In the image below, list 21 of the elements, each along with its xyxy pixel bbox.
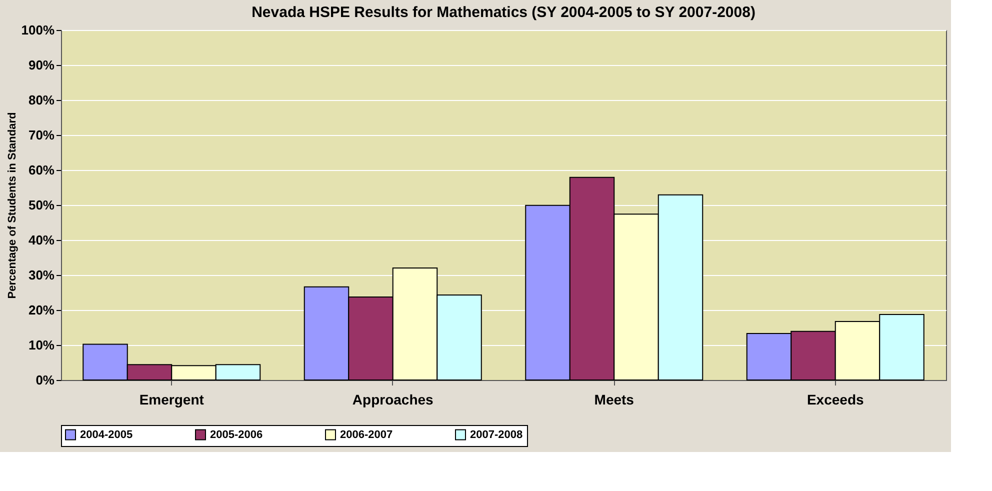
y-axis-title: Percentage of Students in Standard: [6, 112, 18, 299]
legend-label: 2007-2008: [470, 428, 523, 441]
x-tick-label: Approaches: [352, 392, 434, 408]
y-tick-label: 80%: [28, 92, 55, 108]
y-tick-label: 90%: [28, 58, 55, 72]
y-tick-label: 50%: [28, 198, 55, 212]
y-tick-label: 40%: [28, 232, 55, 248]
y-tick-label: 60%: [28, 162, 55, 178]
chart-title: Nevada HSPE Results for Mathematics (SY 2004-2005 to SY 2007-2008): [252, 4, 756, 21]
x-tick-label: Emergent: [139, 392, 204, 408]
y-tick-label: 70%: [28, 128, 55, 142]
y-tick-label: 100%: [21, 22, 55, 38]
y-tick-label: 20%: [28, 302, 55, 318]
y-tick-label: 30%: [28, 268, 55, 282]
legend-label: 2006-2007: [340, 428, 393, 441]
y-tick-label: 10%: [28, 338, 55, 352]
legend-label: 2004-2005: [80, 428, 133, 441]
x-tick-label: Exceeds: [806, 392, 864, 408]
y-tick-label: 0%: [36, 372, 55, 388]
x-tick-label: Meets: [594, 392, 634, 408]
legend-label: 2005-2006: [210, 428, 263, 441]
